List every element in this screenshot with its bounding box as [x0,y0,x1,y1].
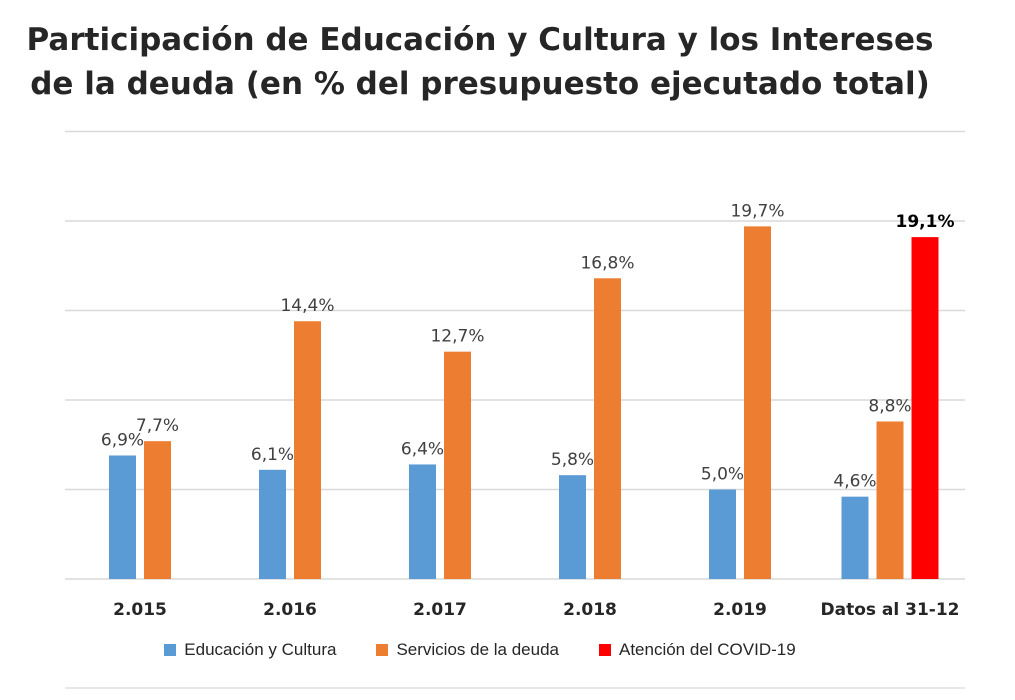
x-tick-label: 2.019 [713,600,767,620]
legend-item-covid: Atención del COVID-19 [598,640,796,660]
chart-title-line-1: Participación de Educación y Cultura y l… [26,22,934,58]
legend-label-covid: Atención del COVID-19 [618,640,796,659]
data-label: 8,8% [868,396,911,416]
bar [709,489,736,579]
legend-label-debt: Servicios de la deuda [396,640,559,659]
legend-swatch-education [164,644,177,656]
bar [259,469,286,579]
bar [109,455,136,579]
bar [594,278,621,579]
data-label: 6,4% [401,439,444,459]
bar [559,475,586,579]
data-label: 5,0% [701,465,744,485]
bar [409,464,436,579]
chart-title: Participación de Educación y Cultura y l… [0,18,960,106]
data-label: 19,1% [896,212,955,232]
data-label: 7,7% [136,416,179,436]
bar [294,321,321,579]
bar [911,237,939,580]
x-tick-label: 2.018 [563,600,617,620]
data-label: 19,7% [730,201,784,221]
bar [841,496,869,579]
data-label: 14,4% [280,296,334,316]
bar [744,226,771,579]
bar [444,351,471,579]
legend-label-education: Educación y Cultura [184,640,337,659]
data-label: 6,9% [101,430,144,450]
data-label: 5,8% [551,450,594,470]
chart-title-line-2: de la deuda (en % del presupuesto ejecut… [30,66,930,102]
legend-swatch-debt [376,644,389,656]
legend-swatch-covid [598,644,611,656]
x-tick-label: 2.016 [263,600,317,620]
data-label: 16,8% [580,253,634,273]
x-tick-label: 2.015 [113,600,167,620]
bar [144,441,171,579]
chart-legend: Educación y Cultura Servicios de la deud… [0,640,960,660]
x-tick-label: Datos al 31-12 [820,600,959,620]
data-label: 4,6% [833,472,876,492]
data-label: 6,1% [251,445,294,465]
x-tick-label: 2.017 [413,600,467,620]
data-label: 12,7% [430,327,484,347]
bar [876,421,904,579]
legend-item-education: Educación y Cultura [164,640,336,660]
legend-item-debt: Servicios de la deuda [376,640,559,660]
